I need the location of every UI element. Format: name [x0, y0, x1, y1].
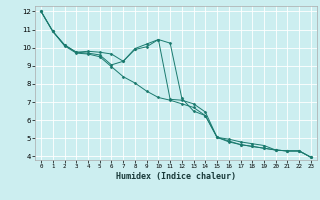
X-axis label: Humidex (Indice chaleur): Humidex (Indice chaleur) [116, 172, 236, 181]
